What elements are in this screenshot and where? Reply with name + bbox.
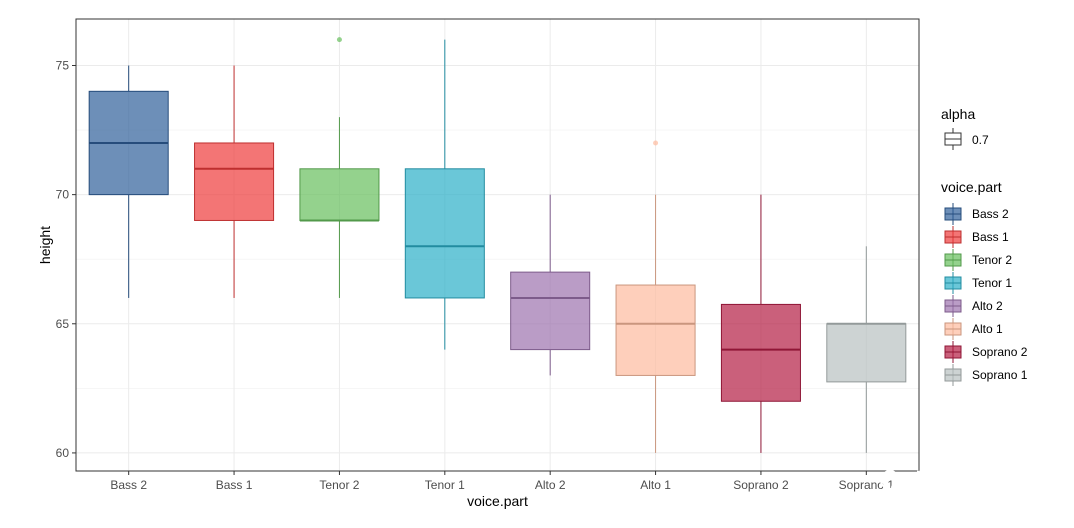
box-iqr	[720, 303, 801, 402]
legend: alpha 0.7 voice.part Bass 2 Bass 1 Tenor 2…	[941, 106, 1028, 386]
y-axis-title: height	[37, 226, 53, 264]
box-alto-2	[510, 194, 591, 376]
legend-alpha-title: alpha	[941, 106, 975, 122]
box-iqr	[615, 284, 696, 376]
legend-item-label: Tenor 2	[972, 253, 1012, 267]
y-tick-label: 75	[56, 58, 70, 72]
box-soprano-2	[720, 194, 801, 453]
legend-item-label: Soprano 1	[972, 368, 1028, 382]
legend-alpha-label: 0.7	[972, 133, 989, 147]
x-tick-label: Soprano 2	[733, 478, 789, 492]
legend-item-label: Bass 2	[972, 207, 1009, 221]
legend-item-tenor-2: Tenor 2	[944, 249, 1012, 271]
y-tick-label: 70	[56, 188, 70, 202]
x-axis: Bass 2 Bass 1 Tenor 2 Tenor 1 Alto 2 Alto 1 So…	[110, 471, 894, 492]
x-tick-label: Bass 2	[110, 478, 147, 492]
box-iqr	[299, 168, 380, 221]
legend-item-label: Alto 1	[972, 322, 1003, 336]
x-tick-label: Tenor 2	[319, 478, 359, 492]
legend-item-alto-2: Alto 2	[944, 295, 1003, 317]
box-tenor-2	[299, 37, 380, 298]
outlier-point	[653, 140, 659, 146]
box-iqr	[510, 271, 591, 351]
legend-voice-title: voice.part	[941, 179, 1002, 195]
legend-item-alto-1: Alto 1	[944, 318, 1003, 340]
x-tick-label: Bass 1	[216, 478, 253, 492]
legend-item-bass-2: Bass 2	[944, 203, 1009, 225]
legend-item-label: Alto 2	[972, 299, 1003, 313]
box-iqr	[194, 142, 275, 221]
wechat-icon	[880, 470, 907, 496]
legend-item-soprano-2: Soprano 2	[944, 341, 1028, 363]
x-axis-title: voice.part	[467, 493, 528, 509]
legend-item-label: Tenor 1	[972, 276, 1012, 290]
box-soprano-1	[826, 246, 907, 453]
x-tick-label: Tenor 1	[425, 478, 465, 492]
y-axis: 60 65 70 75	[56, 58, 76, 460]
legend-item-label: Bass 1	[972, 230, 1009, 244]
y-tick-label: 60	[56, 446, 70, 460]
box-iqr	[826, 323, 907, 383]
x-tick-label: Soprano 1	[839, 478, 895, 492]
x-tick-label: Alto 2	[535, 478, 566, 492]
legend-item-bass-1: Bass 1	[944, 226, 1009, 248]
box-layer	[88, 37, 907, 453]
x-tick-label: Alto 1	[640, 478, 671, 492]
box-tenor-1	[404, 39, 485, 350]
outlier-point	[336, 37, 342, 43]
box-iqr	[404, 168, 485, 299]
box-alto-1	[615, 140, 696, 453]
watermark: 基迪奥生物	[880, 470, 1022, 496]
legend-item-soprano-1: Soprano 1	[944, 364, 1028, 386]
legend-alpha-key	[944, 128, 962, 150]
legend-item-tenor-1: Tenor 1	[944, 272, 1012, 294]
box-bass-1	[194, 65, 275, 298]
y-tick-label: 65	[56, 317, 70, 331]
plot-panel-border	[75, 18, 920, 472]
box-bass-2	[88, 65, 169, 298]
legend-item-label: Soprano 2	[972, 345, 1028, 359]
watermark-text: 基迪奥生物	[912, 470, 1022, 495]
legend-voice-items: Bass 2 Bass 1 Tenor 2 Tenor 1 Alto 2 Alto 1 So…	[944, 203, 1028, 386]
